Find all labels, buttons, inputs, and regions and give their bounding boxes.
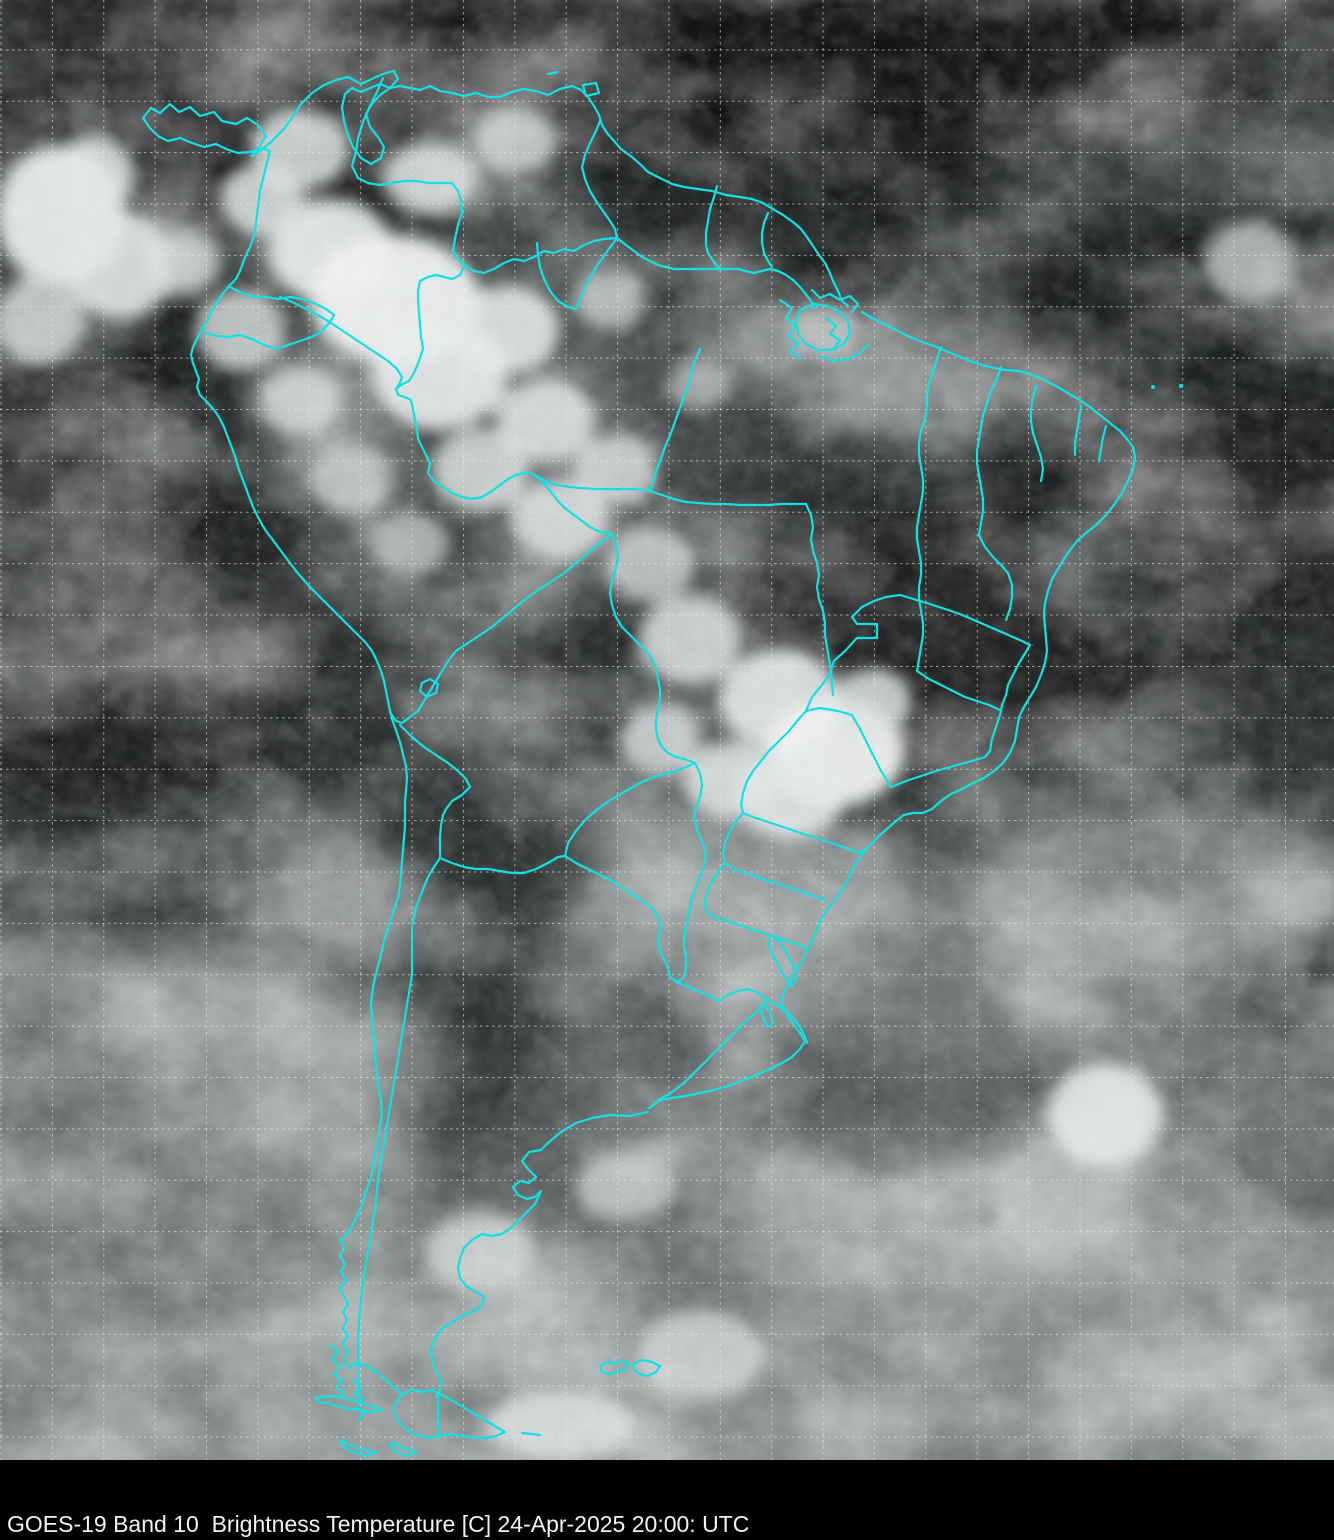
border-line — [615, 236, 817, 311]
border-line — [546, 70, 560, 76]
border-line — [631, 1358, 662, 1378]
border-line — [804, 502, 835, 697]
border-line — [804, 593, 1032, 789]
border-line — [977, 533, 1014, 622]
border-line — [1073, 404, 1083, 457]
border-line — [917, 345, 943, 517]
border-line — [520, 1431, 542, 1437]
border-line — [580, 119, 619, 240]
border-line — [648, 489, 808, 507]
border-line — [398, 723, 472, 789]
graticule-grid — [0, 0, 1334, 1460]
border-line — [392, 1388, 507, 1440]
border-line — [739, 709, 868, 855]
border-line — [350, 76, 467, 267]
border-line — [758, 1001, 775, 1029]
border-line — [647, 310, 1137, 1110]
border-line — [810, 288, 860, 314]
border-line — [418, 677, 440, 699]
border-line — [767, 934, 798, 988]
border-line — [314, 1394, 384, 1414]
border-line — [703, 861, 808, 951]
border-line — [356, 785, 472, 1403]
border-line — [764, 997, 809, 1045]
caption-text: GOES-19 Band 10 Brightness Temperature [… — [7, 1511, 750, 1537]
border-line — [250, 69, 650, 174]
border-line — [1097, 424, 1108, 463]
border-line — [278, 295, 404, 391]
border-line — [649, 997, 768, 1109]
island-dot — [1151, 385, 1155, 389]
border-line — [778, 298, 802, 360]
island-markers — [1151, 384, 1183, 389]
border-line — [535, 236, 619, 311]
border-line — [676, 761, 708, 985]
border-line — [824, 316, 842, 350]
border-line — [818, 343, 870, 363]
border-line — [203, 313, 336, 351]
border-line — [429, 1110, 650, 1399]
caption-bar: GOES-19 Band 10 Brightness Temperature [… — [0, 1460, 1334, 1540]
border-line — [416, 437, 614, 536]
border-line — [794, 302, 852, 352]
border-line — [563, 761, 697, 858]
border-line — [1029, 384, 1045, 483]
border-line — [228, 285, 336, 317]
border-line — [531, 472, 652, 493]
noise-fine-overlay — [0, 0, 1334, 1460]
border-line — [563, 854, 720, 1003]
border-line — [721, 811, 829, 903]
border-line — [141, 102, 268, 158]
border-line — [975, 365, 1003, 537]
border-line — [141, 116, 260, 158]
satellite-image — [0, 0, 1334, 1460]
border-line — [760, 211, 774, 269]
border-line — [608, 532, 697, 765]
border-line — [438, 854, 567, 875]
border-line — [338, 1438, 378, 1458]
border-line — [646, 170, 850, 308]
border-line — [388, 532, 614, 725]
border-line — [648, 347, 702, 493]
border-line — [189, 146, 409, 1396]
border-line — [598, 1358, 630, 1376]
border-line — [704, 184, 723, 271]
border-line — [581, 81, 601, 98]
border-line — [915, 513, 925, 673]
border-line — [394, 263, 467, 441]
satellite-map — [0, 0, 1334, 1460]
border-line — [915, 669, 1002, 712]
country-borders — [141, 69, 1137, 1458]
border-line — [388, 1440, 418, 1458]
border-line — [350, 1378, 366, 1422]
border-line — [716, 987, 768, 1003]
border-line — [328, 1343, 346, 1400]
island-dot — [1179, 384, 1183, 388]
